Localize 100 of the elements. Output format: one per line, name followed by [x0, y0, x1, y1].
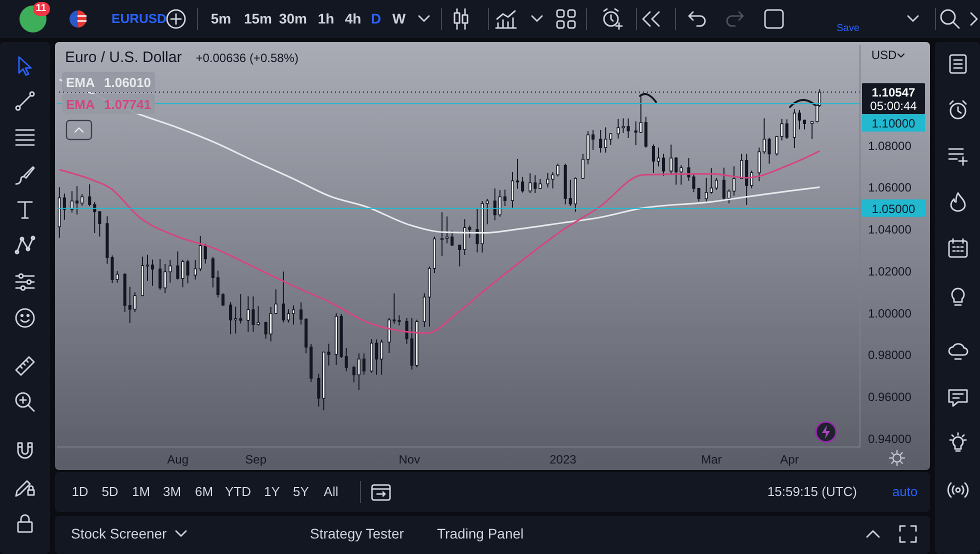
text: Save: [836, 23, 860, 35]
candlestick: [327, 343, 330, 366]
text: Trading Panel: [437, 526, 524, 542]
text: D: [370, 10, 382, 28]
text: 15m: [244, 10, 272, 28]
candlestick: [503, 189, 506, 207]
candlestick: [317, 373, 320, 408]
text: 1D: [72, 484, 88, 500]
candlestick: [568, 179, 572, 207]
x-tick-label: Mar: [701, 452, 722, 467]
candlestick: [440, 212, 444, 257]
candlestick: [498, 190, 502, 218]
candlestick: [534, 174, 537, 194]
candlestick: [626, 118, 630, 138]
candlestick: [634, 120, 638, 146]
candlestick: [282, 271, 285, 323]
candlestick: [204, 243, 207, 264]
candlestick: [133, 292, 136, 312]
text: W: [392, 10, 406, 28]
candlestick: [158, 258, 162, 290]
text: 30m: [278, 10, 308, 28]
candlestick: [510, 172, 514, 208]
candlestick: [604, 126, 608, 154]
candlestick: [357, 352, 360, 391]
text: 11: [36, 3, 46, 15]
candlestick: [62, 193, 66, 220]
ref-line-label: 1.05000: [872, 202, 916, 216]
x-tick-label: Aug: [167, 452, 189, 467]
text: 5D: [102, 484, 118, 500]
candlestick: [704, 177, 708, 202]
candlestick: [581, 153, 585, 180]
candlestick: [798, 109, 801, 130]
text: 1h: [318, 10, 334, 28]
candlestick: [674, 156, 678, 186]
candlestick: [785, 118, 788, 140]
candlestick: [221, 292, 225, 307]
candlestick: [380, 339, 384, 376]
candlestick: [680, 164, 683, 186]
candlestick: [468, 224, 472, 238]
candlestick: [216, 270, 220, 298]
x-tick-label: 2023: [550, 452, 577, 467]
candlestick: [146, 254, 150, 282]
candlestick: [670, 144, 673, 176]
y-tick-label: 0.98000: [868, 348, 912, 362]
candlestick: [128, 286, 132, 324]
candlestick: [810, 120, 814, 140]
candlestick: [116, 270, 119, 284]
text: auto: [892, 484, 918, 500]
text: YTD: [225, 484, 251, 500]
candlestick: [644, 116, 648, 148]
y-tick-label: 0.94000: [868, 432, 912, 446]
candlestick: [758, 147, 761, 182]
text: +0.00636 (+0.58%): [196, 51, 298, 65]
candlestick: [300, 302, 303, 326]
text: 3M: [162, 484, 182, 500]
y-tick-label: 1.04000: [868, 222, 912, 237]
candlestick: [375, 338, 378, 376]
candlestick: [198, 235, 202, 272]
candlestick: [493, 188, 496, 221]
text: EURUSD: [112, 11, 166, 27]
x-tick-label: Sep: [245, 452, 267, 467]
text: USD: [871, 48, 897, 62]
candlestick: [710, 168, 713, 194]
text: 1Y: [264, 484, 280, 500]
candlestick: [80, 194, 84, 206]
y-tick-label: 1.08000: [868, 138, 912, 153]
candlestick: [446, 216, 449, 244]
candlestick: [521, 176, 524, 194]
candlestick: [392, 292, 396, 324]
x-tick-label: Apr: [780, 452, 799, 467]
candlestick: [463, 218, 466, 256]
candlestick: [388, 318, 391, 354]
text: 4h: [344, 10, 362, 28]
candlestick: [398, 314, 401, 326]
candlestick: [780, 118, 784, 141]
y-tick-label: 0.96000: [868, 390, 912, 404]
candlestick: [714, 177, 718, 190]
candlestick: [652, 144, 655, 174]
line-series: [58, 78, 821, 234]
text: Strategy Tester: [310, 526, 404, 542]
candlestick: [234, 306, 238, 334]
y-tick-label: 1.06000: [868, 180, 912, 195]
candlestick: [168, 259, 172, 284]
text: 1M: [132, 484, 150, 500]
candlestick: [556, 163, 560, 177]
candlestick: [269, 306, 272, 342]
candlestick: [405, 318, 408, 344]
text: EMA 1.07741: [66, 96, 151, 112]
candlestick: [662, 153, 666, 176]
candlestick: [722, 167, 726, 202]
series-label: EMA 1.06010: [66, 74, 151, 90]
candlestick: [176, 250, 180, 280]
candlestick: [229, 302, 232, 335]
candlestick: [246, 296, 250, 332]
candlestick: [592, 130, 595, 150]
y-tick-label: 1.00000: [868, 306, 912, 320]
text: 15:59:15 (UTC): [767, 484, 857, 500]
candlestick: [274, 288, 278, 315]
candlestick: [458, 244, 462, 267]
candlestick: [211, 256, 214, 288]
